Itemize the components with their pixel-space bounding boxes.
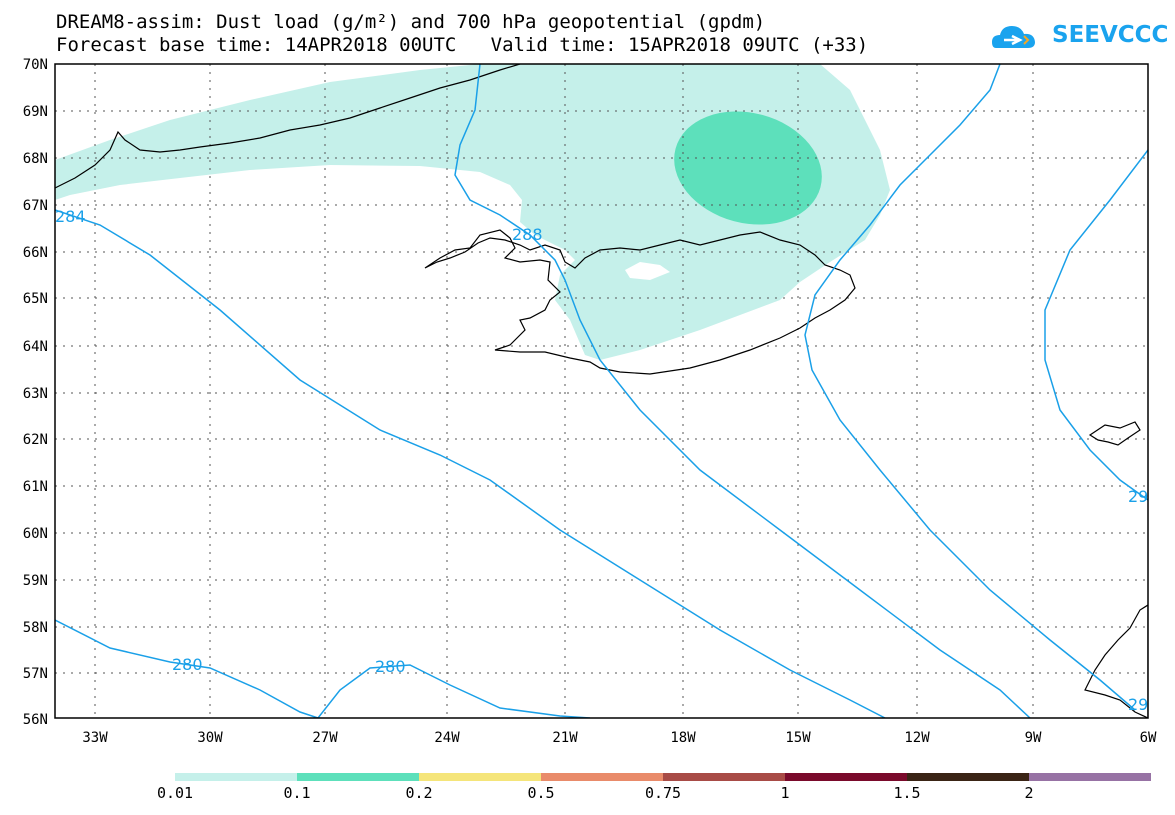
lon-label: 21W — [552, 730, 578, 746]
contour-280-left — [55, 619, 319, 718]
cloud-icon — [992, 26, 1035, 48]
contour-label-284: 284 — [55, 207, 86, 226]
lat-label: 69N — [23, 104, 48, 120]
lon-labels: 33W 30W 27W 24W 21W 18W 15W 12W 9W 6W — [82, 730, 1157, 746]
greenland-coast — [55, 64, 521, 189]
lat-label: 58N — [23, 620, 48, 636]
colorbar-swatch — [663, 773, 785, 781]
colorbar-label: 0.5 — [527, 784, 555, 802]
lat-label: 70N — [23, 57, 48, 73]
colorbar-label: 1.5 — [893, 784, 921, 802]
colorbar-label: 0.01 — [156, 784, 194, 802]
lat-label: 68N — [23, 151, 48, 167]
lon-label: 15W — [785, 730, 811, 746]
lon-label: 33W — [82, 730, 108, 746]
contour-label-288: 288 — [512, 225, 543, 244]
map-subtitle: Forecast base time: 14APR2018 00UTC Vali… — [56, 34, 869, 56]
lat-label: 64N — [23, 339, 48, 355]
colorbar-label: 1 — [780, 784, 790, 802]
lon-label: 12W — [904, 730, 930, 746]
dust-map: 284 288 280 280 29 29 70N 69N 68N 67N 66… — [23, 57, 1157, 746]
lon-label: 30W — [197, 730, 223, 746]
lon-label: 18W — [670, 730, 696, 746]
lat-label: 65N — [23, 291, 48, 307]
map-frame — [54, 63, 1149, 719]
grid-lines — [55, 64, 1148, 718]
lat-label: 66N — [23, 245, 48, 261]
contour-288 — [454, 64, 1031, 718]
colorbar-swatch — [1029, 773, 1151, 781]
lat-label: 61N — [23, 479, 48, 495]
contour-280-right — [317, 664, 591, 718]
dust-gap — [625, 262, 670, 280]
map-title: DREAM8-assim: Dust load (g/m²) and 700 h… — [56, 11, 766, 33]
lat-label: 56N — [23, 712, 48, 728]
lat-labels: 70N 69N 68N 67N 66N 65N 64N 63N 62N 61N … — [23, 57, 48, 728]
colorbar-swatch — [785, 773, 907, 781]
lon-label: 27W — [312, 730, 338, 746]
colorbar-label: 0.1 — [283, 784, 311, 802]
colorbar-swatch — [297, 773, 419, 781]
lat-label: 62N — [23, 432, 48, 448]
lon-label: 6W — [1140, 730, 1157, 746]
contour-284 — [55, 209, 886, 718]
dust-area-mid — [674, 111, 822, 225]
contour-label-280-right: 280 — [375, 657, 406, 676]
contour-label-292-east: 29 — [1128, 487, 1148, 506]
seevccc-logo: SEEVCCC — [1052, 22, 1169, 48]
colorbar-swatch — [907, 773, 1029, 781]
contour-label-280-left: 280 — [172, 655, 203, 674]
contour-292 — [804, 64, 1136, 711]
contour-292b — [1044, 149, 1148, 501]
lat-label: 57N — [23, 666, 48, 682]
colorbar-swatch — [541, 773, 663, 781]
lon-label: 24W — [434, 730, 460, 746]
colorbar-swatch — [419, 773, 541, 781]
faroe-coast — [1088, 421, 1141, 446]
lon-label: 9W — [1025, 730, 1042, 746]
contour-label-292-south: 29 — [1128, 695, 1148, 714]
colorbar-label: 2 — [1024, 784, 1034, 802]
colorbar-label: 0.75 — [644, 784, 682, 802]
lat-label: 67N — [23, 198, 48, 214]
lat-label: 63N — [23, 386, 48, 402]
lat-label: 59N — [23, 573, 48, 589]
scotland-coast — [1084, 604, 1148, 718]
colorbar-label: 0.2 — [405, 784, 433, 802]
colorbar-swatch — [175, 773, 297, 781]
lat-label: 60N — [23, 526, 48, 542]
geopotential-contours — [55, 64, 1148, 718]
